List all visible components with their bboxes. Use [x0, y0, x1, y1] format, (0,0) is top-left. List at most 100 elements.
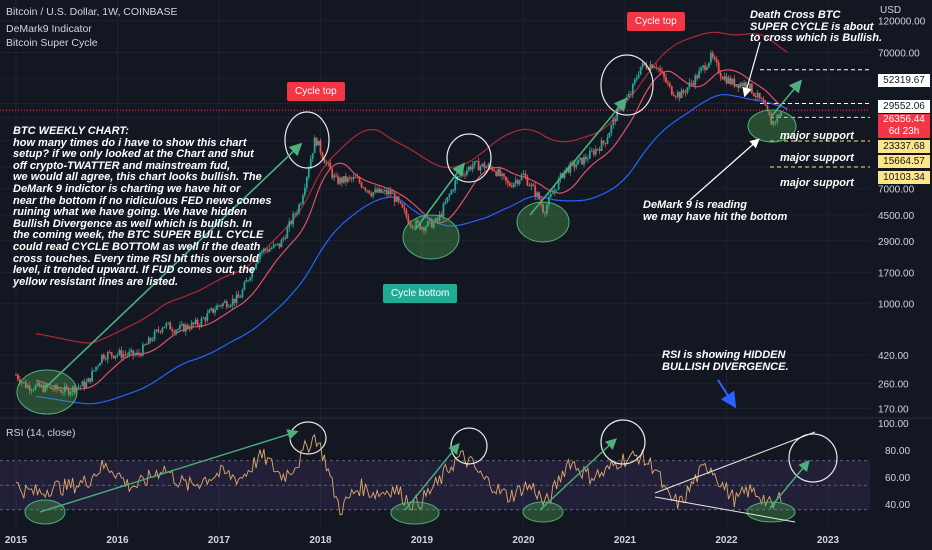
- candle-body: [134, 354, 136, 356]
- candle-body: [428, 219, 431, 222]
- candle-body: [469, 166, 472, 170]
- candle-body: [495, 171, 498, 176]
- candle-body: [606, 137, 609, 144]
- candle-body: [120, 350, 123, 358]
- candle-body: [715, 59, 718, 63]
- candle-body: [462, 173, 464, 175]
- candle-body: [450, 190, 453, 195]
- candle-body: [629, 93, 632, 95]
- candle-body: [179, 325, 181, 330]
- super-cycle-upper-band: [36, 31, 788, 344]
- candle-body: [565, 167, 568, 171]
- candle-body: [516, 180, 519, 184]
- price-axis-tick: 2900.00: [878, 237, 915, 248]
- candle-body: [282, 237, 285, 240]
- candle-body: [696, 75, 699, 79]
- candle-body: [596, 148, 599, 150]
- candle-body: [542, 204, 544, 213]
- indicator-super-cycle[interactable]: Bitcoin Super Cycle: [6, 37, 98, 49]
- candle-body: [214, 309, 216, 313]
- candle-body: [635, 77, 638, 80]
- rsi-tick-60: 60.00: [885, 473, 911, 484]
- candle-body: [175, 330, 177, 333]
- trend-arrow: [44, 142, 303, 389]
- candle-body: [290, 221, 293, 225]
- candle-body: [366, 190, 369, 192]
- candle-body: [721, 77, 724, 80]
- candle-body: [668, 83, 671, 87]
- candle-body: [641, 63, 644, 67]
- candle-body: [136, 352, 138, 355]
- candle-body: [546, 204, 548, 214]
- rsi-trend-arrow: [404, 442, 460, 511]
- candle-body: [686, 87, 689, 93]
- candle-body: [276, 243, 279, 245]
- price-tag-support-1: 23337.68: [878, 140, 930, 153]
- candle-body: [313, 137, 316, 154]
- candle-body: [731, 78, 734, 85]
- candle-body: [727, 77, 730, 84]
- rsi-title[interactable]: RSI (14, close): [6, 427, 76, 439]
- candle-body: [253, 268, 256, 270]
- candle-body: [737, 84, 740, 88]
- candle-body: [315, 137, 318, 146]
- candle-body: [329, 162, 332, 170]
- candle-body: [524, 173, 527, 177]
- candle-body: [520, 174, 523, 181]
- candle-body: [200, 318, 203, 327]
- rsi-divergence-line-lower: [654, 496, 796, 523]
- price-axis-tick: 4500.00: [878, 211, 915, 222]
- candle-body: [225, 301, 228, 308]
- candle-body: [551, 193, 554, 195]
- candle-body: [95, 366, 97, 371]
- indicator-demark9[interactable]: DeMark9 Indicator: [6, 23, 92, 35]
- candle-body: [600, 140, 603, 151]
- candle-body: [100, 354, 103, 363]
- candle-body: [343, 176, 345, 183]
- x-axis-tick: 2017: [208, 535, 231, 546]
- candle-body: [358, 177, 361, 183]
- candle-body: [405, 210, 408, 217]
- candle-body: [442, 204, 445, 217]
- major-support-2: major support: [780, 152, 854, 164]
- main-note: BTC WEEKLY CHART: how many times do i ha…: [13, 125, 272, 288]
- candle-body: [719, 72, 722, 78]
- candle-body: [155, 329, 158, 332]
- candle-body: [165, 323, 168, 327]
- candle-body: [40, 384, 43, 387]
- candle-body: [733, 78, 736, 87]
- candle-body: [233, 298, 236, 303]
- candle-body: [575, 164, 578, 168]
- candle-body: [583, 157, 585, 165]
- candle-body: [138, 352, 140, 355]
- candle-body: [735, 84, 738, 87]
- candle-body: [67, 388, 70, 395]
- candle-body: [339, 177, 341, 184]
- rsi-tick-80: 80.00: [885, 446, 911, 457]
- candle-body: [766, 105, 769, 111]
- candle-body: [567, 167, 570, 173]
- candle-body: [505, 176, 507, 181]
- price-axis-tick: 420.00: [878, 351, 909, 362]
- trend-arrow: [529, 97, 628, 216]
- candle-body: [274, 244, 277, 246]
- candle-body: [602, 140, 605, 143]
- candle-body: [395, 196, 398, 202]
- candle-body: [270, 247, 273, 249]
- candle-body: [85, 382, 88, 388]
- candle-body: [698, 70, 701, 79]
- candle-body: [42, 384, 45, 392]
- candle-body: [32, 389, 35, 391]
- candle-body: [499, 169, 501, 177]
- candle-body: [657, 68, 660, 69]
- candle-body: [452, 190, 455, 191]
- candle-body: [303, 187, 306, 196]
- candle-body: [518, 180, 521, 184]
- candle-body: [186, 324, 189, 329]
- candle-body: [302, 195, 304, 204]
- candle-body: [421, 227, 423, 230]
- candle-body: [61, 392, 64, 394]
- candle-body: [378, 188, 380, 193]
- top-highlight-circle: [284, 111, 330, 169]
- candle-body: [323, 158, 326, 164]
